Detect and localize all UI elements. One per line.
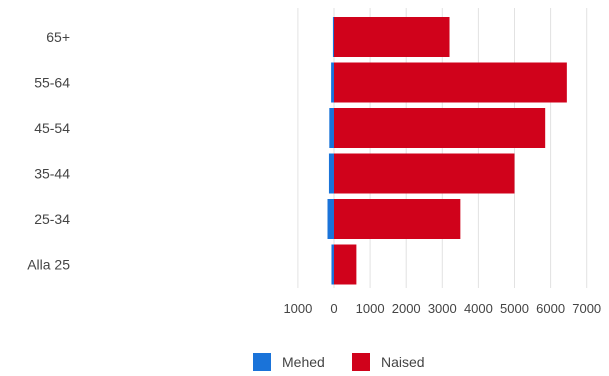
- category-label: 45-54: [34, 120, 70, 136]
- x-tick-label: 6000: [536, 301, 565, 316]
- category-labels: 65+ 55-64 45-54 35-44 25-34 Alla 25: [27, 29, 70, 273]
- bar-naised-35-44[interactable]: [334, 153, 515, 194]
- legend-item-mehed[interactable]: Mehed: [253, 353, 325, 371]
- bar-mehed-25-34[interactable]: [327, 199, 334, 239]
- bar-mehed-45-54[interactable]: [329, 108, 334, 148]
- category-label: Alla 25: [27, 257, 70, 273]
- bar-mehed-65+[interactable]: [332, 17, 334, 57]
- bar-mehed-55-64[interactable]: [331, 62, 334, 103]
- legend-swatch: [253, 353, 271, 371]
- x-tick-label: 3000: [428, 301, 457, 316]
- bar-naised-55-64[interactable]: [334, 62, 567, 103]
- bar-mehed-alla-25[interactable]: [331, 244, 334, 285]
- x-tick-label: 4000: [464, 301, 493, 316]
- bar-naised-25-34[interactable]: [334, 199, 461, 239]
- legend-label: Naised: [381, 354, 425, 370]
- category-label: 65+: [46, 29, 70, 45]
- x-tick-label: 1000: [283, 301, 312, 316]
- category-label: 55-64: [34, 75, 70, 91]
- bars: [327, 17, 567, 285]
- x-tick-label: 2000: [392, 301, 421, 316]
- legend-swatch: [352, 353, 370, 371]
- bar-naised-45-54[interactable]: [334, 108, 546, 148]
- bar-naised-65+[interactable]: [334, 17, 450, 57]
- x-tick-label: 7000: [572, 301, 601, 316]
- bar-mehed-35-44[interactable]: [328, 153, 334, 194]
- x-tick-label: 1000: [356, 301, 385, 316]
- legend[interactable]: Mehed Naised: [253, 353, 425, 371]
- legend-label: Mehed: [282, 354, 325, 370]
- x-tick-label: 0: [330, 301, 337, 316]
- category-label: 25-34: [34, 211, 70, 227]
- x-axis-tick-labels: 1000 0 1000 2000 3000 4000 5000 6000 7000: [283, 301, 601, 316]
- legend-item-naised[interactable]: Naised: [352, 353, 425, 371]
- x-tick-label: 5000: [500, 301, 529, 316]
- bar-naised-alla-25[interactable]: [334, 244, 357, 285]
- category-label: 35-44: [34, 166, 70, 182]
